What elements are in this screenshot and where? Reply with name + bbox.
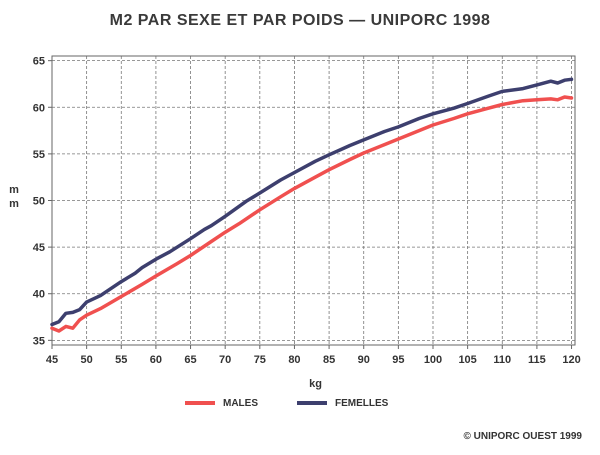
legend-item-femelles: FEMELLES: [297, 398, 388, 409]
y-axis-label-2: m: [9, 198, 19, 210]
x-axis-label: kg: [309, 378, 322, 390]
x-tick-label: 95: [392, 354, 404, 366]
x-tick-label: 120: [562, 354, 580, 366]
chart-title: M2 PAR SEXE ET PAR POIDS — UNIPORC 1998: [109, 12, 491, 29]
legend-swatch-femelles: [297, 401, 327, 406]
legend-label-males: MALES: [223, 398, 258, 409]
y-tick-label: 35: [33, 335, 45, 347]
x-tick-label: 100: [424, 354, 442, 366]
legend-swatch-males: [185, 401, 215, 406]
x-tick-label: 75: [254, 354, 266, 366]
grid: [52, 56, 575, 345]
x-tick-label: 70: [219, 354, 231, 366]
x-tick-label: 45: [46, 354, 58, 366]
series-line-males: [50, 95, 574, 333]
x-tick-label: 85: [323, 354, 335, 366]
x-tick-label: 115: [528, 354, 546, 366]
x-tick-label: 65: [184, 354, 196, 366]
x-tick-label: 110: [493, 354, 511, 366]
series-group: [50, 77, 574, 333]
x-tick-label: 105: [458, 354, 476, 366]
y-tick-label: 60: [33, 102, 45, 114]
y-tick-label: 50: [33, 196, 45, 208]
legend-label-femelles: FEMELLES: [335, 398, 389, 409]
y-tick-label: 55: [33, 149, 45, 161]
series-line-femelles: [50, 77, 574, 327]
x-tick-label: 60: [150, 354, 162, 366]
copyright-notice: © UNIPORC OUEST 1999: [463, 431, 582, 442]
y-tick-label: 45: [33, 242, 45, 254]
x-tick-label: 50: [81, 354, 93, 366]
tick-labels: 45 50 55 60 65 70 75 80 85 90 95 100 105 110 115 120354…: [33, 56, 581, 366]
x-tick-label: 90: [358, 354, 370, 366]
x-tick-label: 80: [288, 354, 300, 366]
y-tick-label: 65: [33, 56, 45, 68]
axes: [48, 55, 576, 349]
x-tick-label: 55: [115, 354, 127, 366]
y-tick-label: 40: [33, 289, 45, 301]
legend-item-males: MALES: [185, 398, 258, 409]
y-axis-label-1: m: [9, 184, 19, 196]
